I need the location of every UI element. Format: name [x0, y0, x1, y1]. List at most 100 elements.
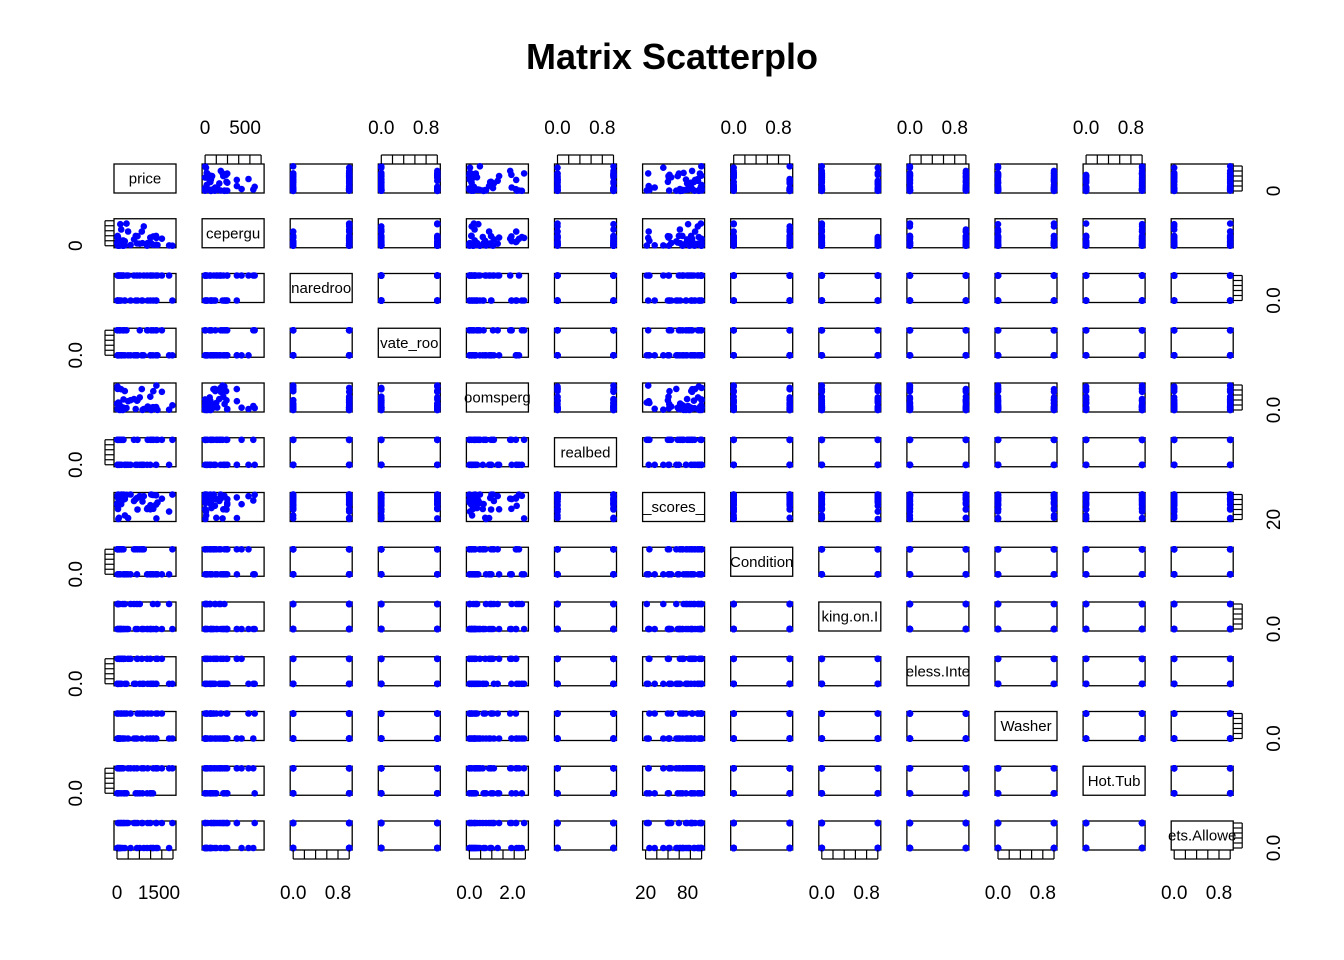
point-4-9-43	[906, 403, 914, 410]
point-2-4-44	[485, 272, 493, 279]
panel-0-7	[730, 163, 794, 194]
point-7-9-45	[906, 571, 914, 578]
point-1-5-45	[610, 233, 617, 240]
point-4-0-8	[136, 394, 144, 401]
point-4-0-35	[123, 404, 130, 412]
point-6-8-43	[874, 498, 882, 505]
point-7-6-31	[673, 546, 680, 553]
point-7-6-43	[682, 571, 690, 578]
point-5-0-38	[140, 461, 148, 469]
point-6-1-45	[222, 505, 230, 513]
point-2-1-35	[251, 272, 258, 279]
point-4-9-45	[906, 387, 914, 395]
point-4-1-27	[223, 405, 231, 413]
point-4-0-45	[150, 387, 157, 395]
point-3-0-38	[140, 352, 148, 359]
point-6-0-41	[153, 515, 160, 522]
point-0-7-38	[786, 175, 793, 183]
point-8-6-31	[673, 600, 680, 608]
point-2-1-37	[212, 297, 219, 304]
point-0-1-38	[245, 175, 252, 183]
point-1-6-25	[676, 226, 684, 233]
point-8-2-45	[289, 625, 297, 633]
point-0-4-38	[468, 175, 476, 183]
panel-1-5	[553, 218, 618, 249]
point-1-4-22	[512, 228, 520, 235]
point-6-9-44	[962, 514, 970, 522]
point-6-4-42	[495, 506, 503, 513]
panel-3-11	[1082, 327, 1146, 358]
point-0-1-22	[233, 176, 241, 184]
panel-3-5	[553, 327, 618, 358]
point-3-1-45	[222, 327, 230, 334]
point-5-12-41	[1226, 436, 1234, 444]
point-6-2-44	[345, 514, 353, 522]
point-7-12-40	[1226, 546, 1234, 553]
point-1-6-37	[688, 237, 695, 245]
point-6-9-42	[962, 506, 970, 513]
point-1-0-11	[117, 220, 124, 228]
point-4-6-30	[674, 404, 681, 412]
point-8-9-44	[962, 625, 970, 633]
point-0-9-26	[962, 167, 970, 175]
point-4-0-26	[158, 388, 166, 396]
point-1-11-45	[1138, 233, 1146, 240]
point-4-9-33	[962, 406, 970, 414]
point-3-6-40	[698, 327, 705, 334]
point-4-1-25	[238, 404, 245, 412]
point-7-0-43	[116, 571, 123, 578]
point-7-0-45	[150, 571, 157, 578]
point-4-2-45	[289, 387, 297, 395]
point-4-7-38	[786, 405, 793, 413]
point-1-4-36	[466, 242, 474, 249]
point-0-1-25	[238, 185, 245, 193]
point-4-0-38	[140, 405, 148, 413]
point-8-2-44	[345, 625, 353, 633]
point-8-10-43	[994, 600, 1002, 608]
point-2-0-45	[150, 297, 157, 304]
point-3-1-36	[202, 352, 210, 359]
point-0-11-45	[1138, 171, 1146, 179]
point-5-0-43	[116, 461, 123, 469]
point-0-6-45	[666, 171, 673, 179]
point-2-6-43	[682, 297, 690, 304]
point-7-1-38	[245, 546, 252, 553]
point-2-5-40	[610, 272, 617, 279]
point-5-0-36	[165, 461, 173, 469]
point-0-6-43	[682, 186, 690, 194]
point-0-10-40	[1050, 184, 1058, 192]
point-1-6-44	[645, 228, 652, 235]
point-4-1-45	[222, 387, 230, 395]
point-3-12-44	[1226, 352, 1234, 359]
point-0-8-44	[818, 182, 826, 190]
point-6-5-43	[554, 498, 561, 505]
point-7-0-38	[140, 546, 148, 553]
point-7-1-35	[251, 571, 258, 578]
point-4-7-40	[786, 396, 793, 403]
point-7-4-42	[495, 571, 503, 578]
point-1-12-45	[1170, 233, 1178, 240]
point-1-3-44	[378, 228, 385, 235]
point-8-0-14	[127, 600, 134, 608]
point-8-0-8	[136, 600, 144, 608]
point-5-11-44	[1138, 461, 1146, 469]
point-2-11-42	[1082, 272, 1090, 279]
point-0-4-41	[520, 170, 528, 177]
panel-2-7	[730, 272, 794, 304]
point-0-5-45	[610, 171, 617, 179]
point-5-2-45	[289, 436, 297, 444]
point-1-5-43	[554, 240, 561, 247]
panel-4-11	[1082, 382, 1146, 413]
point-2-4-31	[513, 297, 520, 304]
point-3-4-41	[520, 327, 528, 334]
point-5-12-44	[1226, 461, 1234, 469]
point-1-2-44	[345, 228, 353, 235]
point-4-9-44	[962, 397, 970, 405]
point-8-7-45	[730, 625, 737, 633]
point-0-8-36	[874, 164, 882, 171]
point-1-10-40	[1050, 242, 1058, 249]
point-7-8-40	[818, 546, 826, 553]
point-8-3-43	[434, 600, 441, 608]
point-4-6-36	[660, 406, 667, 414]
point-1-4-42	[495, 234, 503, 241]
